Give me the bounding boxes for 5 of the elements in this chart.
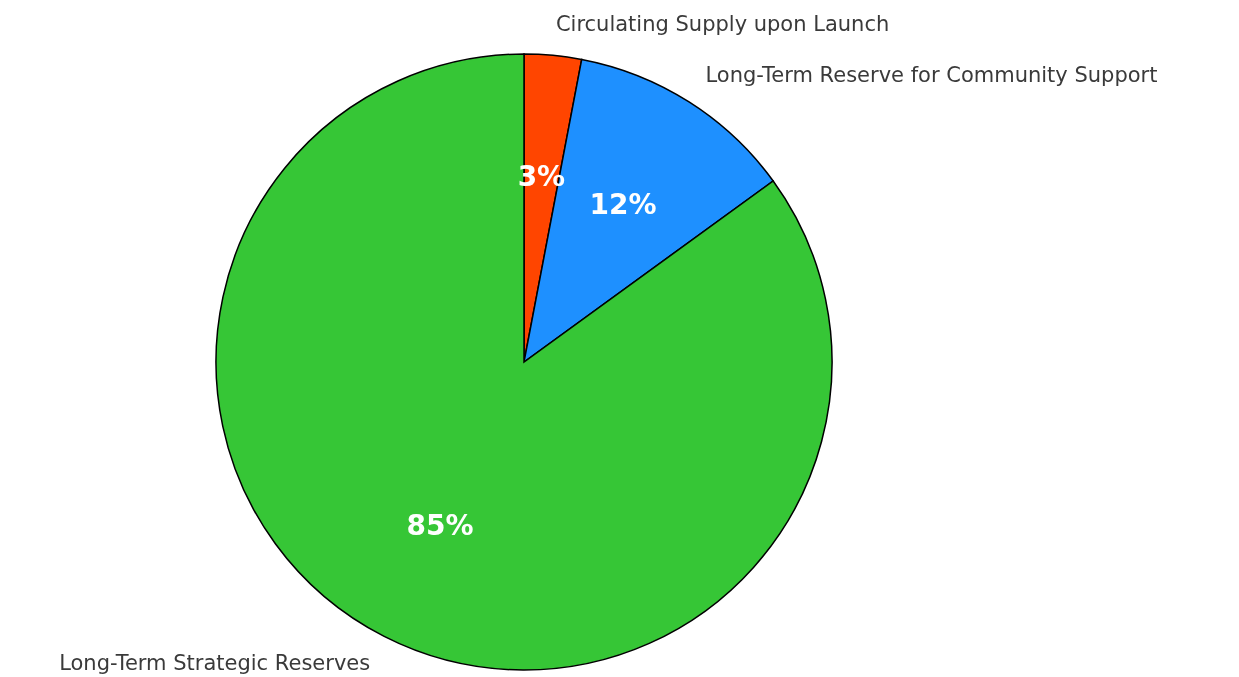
data-label: 85% <box>406 508 474 542</box>
slice-label: Circulating Supply upon Launch <box>555 11 890 36</box>
data-label: 12% <box>589 187 657 221</box>
slice-label: Long-Term Reserve for Community Support <box>705 62 1158 87</box>
slice-label: Long-Term Strategic Reserves <box>59 650 371 675</box>
